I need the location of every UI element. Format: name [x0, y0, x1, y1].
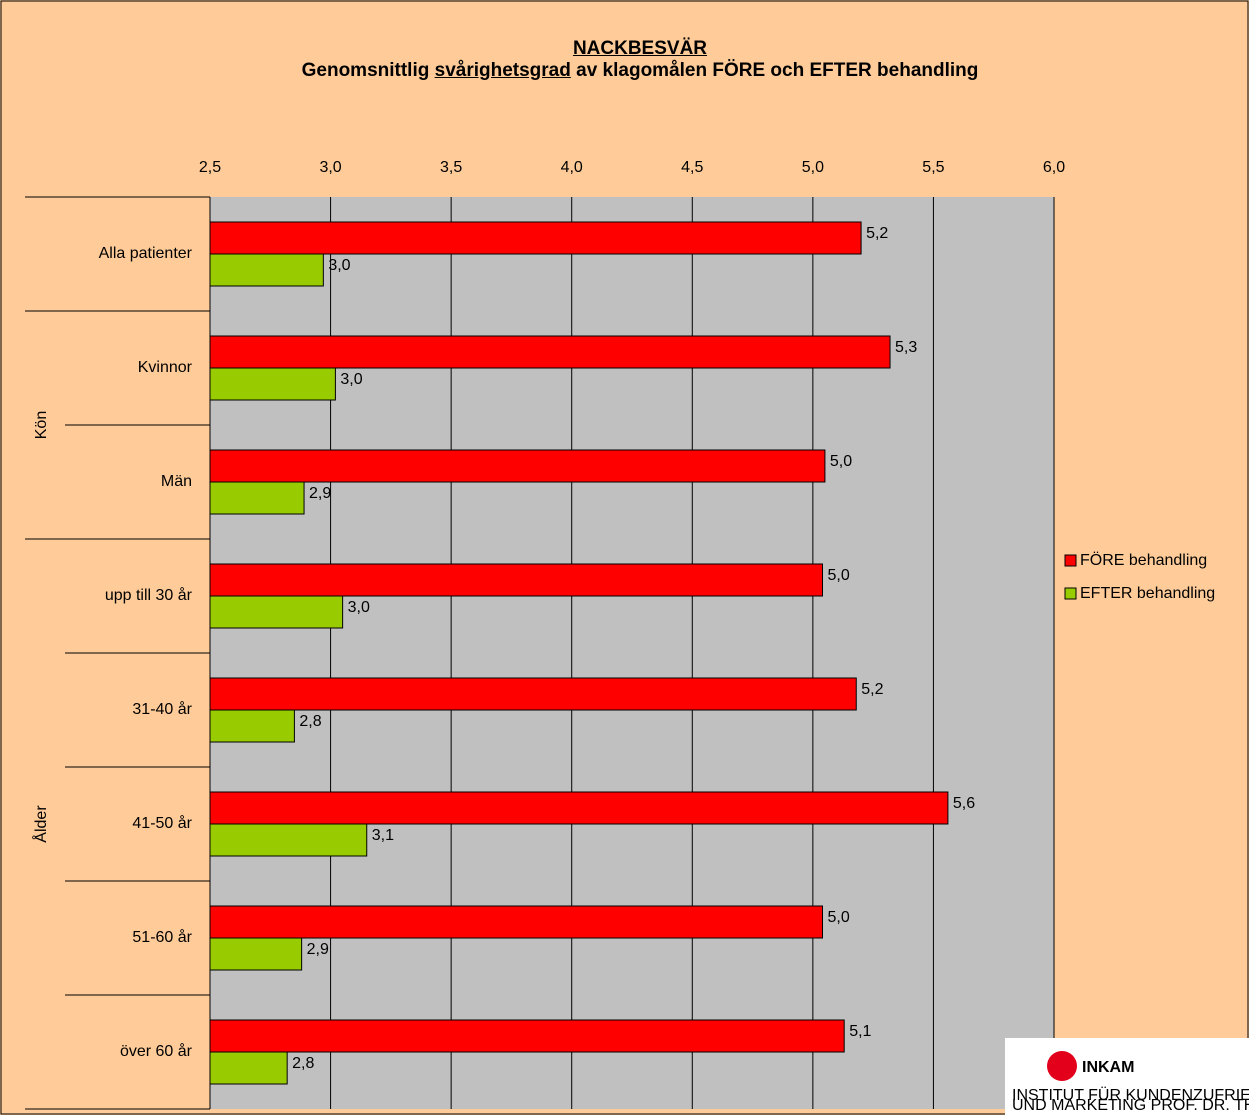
data-label: 5,2 [861, 681, 883, 698]
group-label: Kön [33, 411, 50, 439]
bar [209, 449, 826, 483]
logo-name: INKAM [1082, 1059, 1134, 1076]
bar [209, 367, 336, 401]
bar [209, 937, 303, 971]
data-label: 3,0 [348, 599, 370, 616]
logo-mark [1047, 1051, 1077, 1081]
data-label: 3,0 [328, 257, 350, 274]
x-tick-label: 3,0 [319, 159, 341, 176]
bar [209, 1019, 845, 1053]
x-tick-label: 4,5 [681, 159, 703, 176]
bar [209, 1051, 288, 1085]
titles: NACKBESVÄR Genomsnittlig svårighetsgrad … [260, 38, 1020, 82]
y-tick-label: 31-40 år [132, 700, 192, 718]
y-tick-label: 51-60 år [132, 928, 192, 946]
logo-caption: INSTITUT FÜR KUNDENZUFRIEDENHEITS-ANALYS… [1012, 1086, 1249, 1104]
bar [209, 253, 324, 287]
bar [209, 221, 862, 255]
y-tick-label: Män [161, 473, 192, 490]
data-label: 2,9 [307, 941, 329, 958]
chart-title: NACKBESVÄR [572, 38, 708, 59]
plot-area [210, 197, 1054, 1109]
data-label: 5,1 [849, 1023, 871, 1040]
data-label: 2,9 [309, 485, 331, 502]
group-label: Ålder [31, 805, 50, 843]
legend-label: EFTER behandling [1080, 585, 1215, 602]
y-tick-label: över 60 år [120, 1042, 193, 1060]
logo-box [1005, 1038, 1249, 1115]
data-label: 5,3 [895, 339, 917, 356]
x-tick-label: 5,0 [802, 159, 824, 176]
y-tick-label: upp till 30 år [105, 586, 193, 604]
bar [209, 335, 891, 369]
data-label: 3,1 [372, 827, 394, 844]
bar [209, 709, 295, 743]
bar [209, 563, 824, 597]
data-label: 5,0 [828, 909, 850, 926]
y-tick-label: Kvinnor [138, 359, 193, 376]
x-tick-label: 2,5 [199, 159, 221, 176]
data-label: 5,6 [953, 795, 975, 812]
subtitle-part: Genomsnittlig [301, 60, 435, 81]
y-tick-label: 41-50 år [132, 814, 192, 832]
legend-swatch [1064, 587, 1077, 600]
bar [209, 481, 305, 515]
legend-label: FÖRE behandling [1080, 551, 1207, 569]
x-tick-label: 4,0 [561, 159, 583, 176]
bar [209, 905, 824, 939]
bar [209, 677, 857, 711]
data-label: 3,0 [340, 371, 362, 388]
bar [209, 823, 368, 857]
y-tick-label: Alla patienter [99, 245, 193, 262]
x-tick-label: 5,5 [922, 159, 944, 176]
x-tick-label: 3,5 [440, 159, 462, 176]
logo-caption: UND MARKETING PROF. DR. THEIS GMBH [1012, 1097, 1249, 1114]
x-tick-label: 6,0 [1043, 159, 1065, 176]
chart-subtitle: Genomsnittlig svårighetsgrad av klagomål… [260, 60, 1020, 82]
data-label: 5,0 [830, 453, 852, 470]
data-label: 2,8 [299, 713, 321, 730]
bar [209, 595, 344, 629]
bar [209, 791, 949, 825]
subtitle-emphasis: svårighetsgrad [434, 60, 571, 81]
data-label: 5,0 [828, 567, 850, 584]
subtitle-part: av klagomålen FÖRE och EFTER behandling [570, 60, 979, 81]
data-label: 5,2 [866, 225, 888, 242]
legend-swatch [1064, 554, 1077, 567]
data-label: 2,8 [292, 1055, 314, 1072]
